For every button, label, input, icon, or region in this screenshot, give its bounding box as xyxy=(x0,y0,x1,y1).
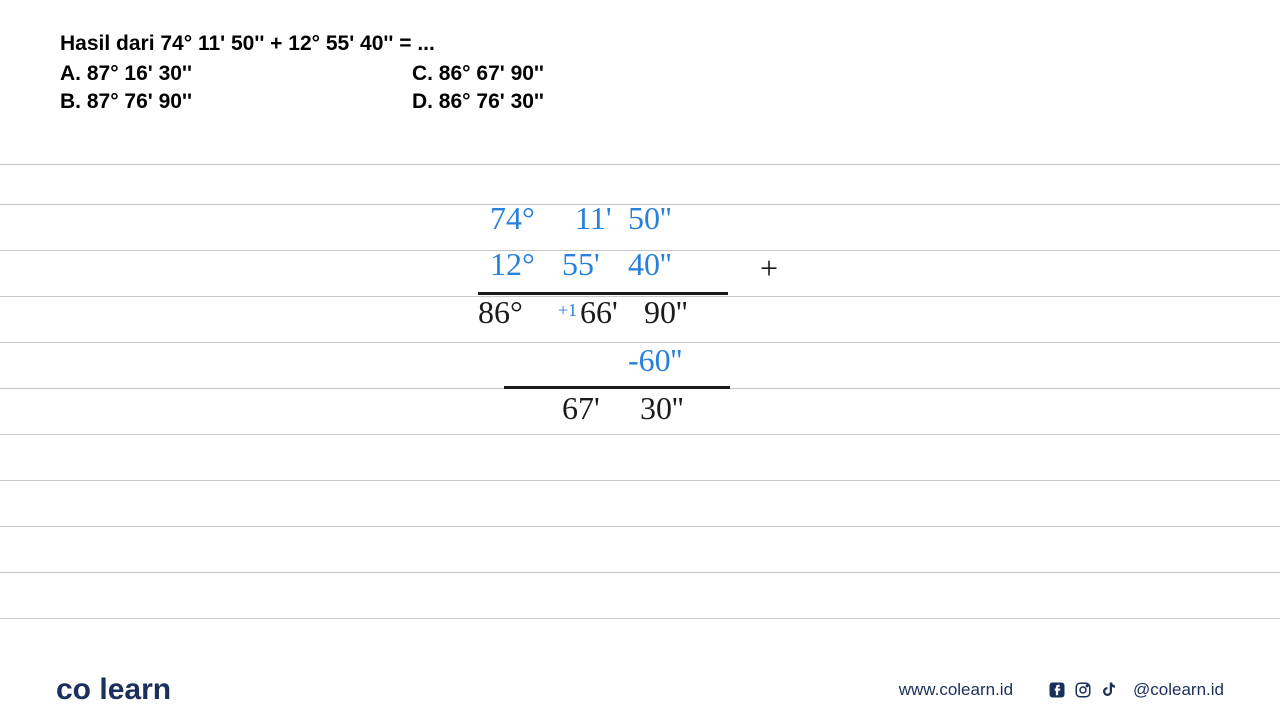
hw-row2-deg: 12° xyxy=(490,246,535,283)
options-left-column: A. 87° 16' 30'' B. 87° 76' 90'' xyxy=(60,62,192,114)
hw-row2-min: 55' xyxy=(562,246,600,283)
facebook-icon xyxy=(1047,680,1067,700)
options-right-column: C. 86° 67' 90'' D. 86° 76' 30'' xyxy=(412,62,544,114)
hw-sum-min: 66' xyxy=(580,294,618,331)
social-handle: @colearn.id xyxy=(1133,680,1224,700)
tiktok-icon xyxy=(1099,680,1119,700)
logo: co learn xyxy=(56,673,171,707)
option-a: A. 87° 16' 30'' xyxy=(60,62,192,86)
instagram-icon xyxy=(1073,680,1093,700)
hw-row1-sec: 50'' xyxy=(628,200,672,237)
logo-end: learn xyxy=(99,673,171,706)
hw-sum-deg: 86° xyxy=(478,294,523,331)
option-c: C. 86° 67' 90'' xyxy=(412,62,544,86)
hw-row1-deg: 74° xyxy=(490,200,535,237)
option-b: B. 87° 76' 90'' xyxy=(60,90,192,114)
question-area: Hasil dari 74° 11' 50'' + 12° 55' 40'' =… xyxy=(0,0,1280,124)
hw-final-sec: 30'' xyxy=(640,390,684,427)
footer: co learn www.colearn.id @colearn.id xyxy=(0,660,1280,720)
hw-row1-min: 11' xyxy=(575,200,612,237)
options-container: A. 87° 16' 30'' B. 87° 76' 90'' C. 86° 6… xyxy=(60,62,1220,114)
hw-minus60: -60'' xyxy=(628,342,682,379)
website-url: www.colearn.id xyxy=(899,680,1013,700)
hw-plus: + xyxy=(760,250,778,287)
footer-right: www.colearn.id @colearn.id xyxy=(899,680,1224,700)
hw-final-min: 67' xyxy=(562,390,600,427)
hw-line2 xyxy=(504,386,730,389)
social-icons xyxy=(1047,680,1119,700)
hw-row2-sec: 40'' xyxy=(628,246,672,283)
logo-main: co xyxy=(56,673,91,706)
hw-sum-sec: 90'' xyxy=(644,294,688,331)
question-prompt: Hasil dari 74° 11' 50'' + 12° 55' 40'' =… xyxy=(60,32,1220,56)
hw-sum-min-carry: +1 xyxy=(558,300,577,321)
option-d: D. 86° 76' 30'' xyxy=(412,90,544,114)
